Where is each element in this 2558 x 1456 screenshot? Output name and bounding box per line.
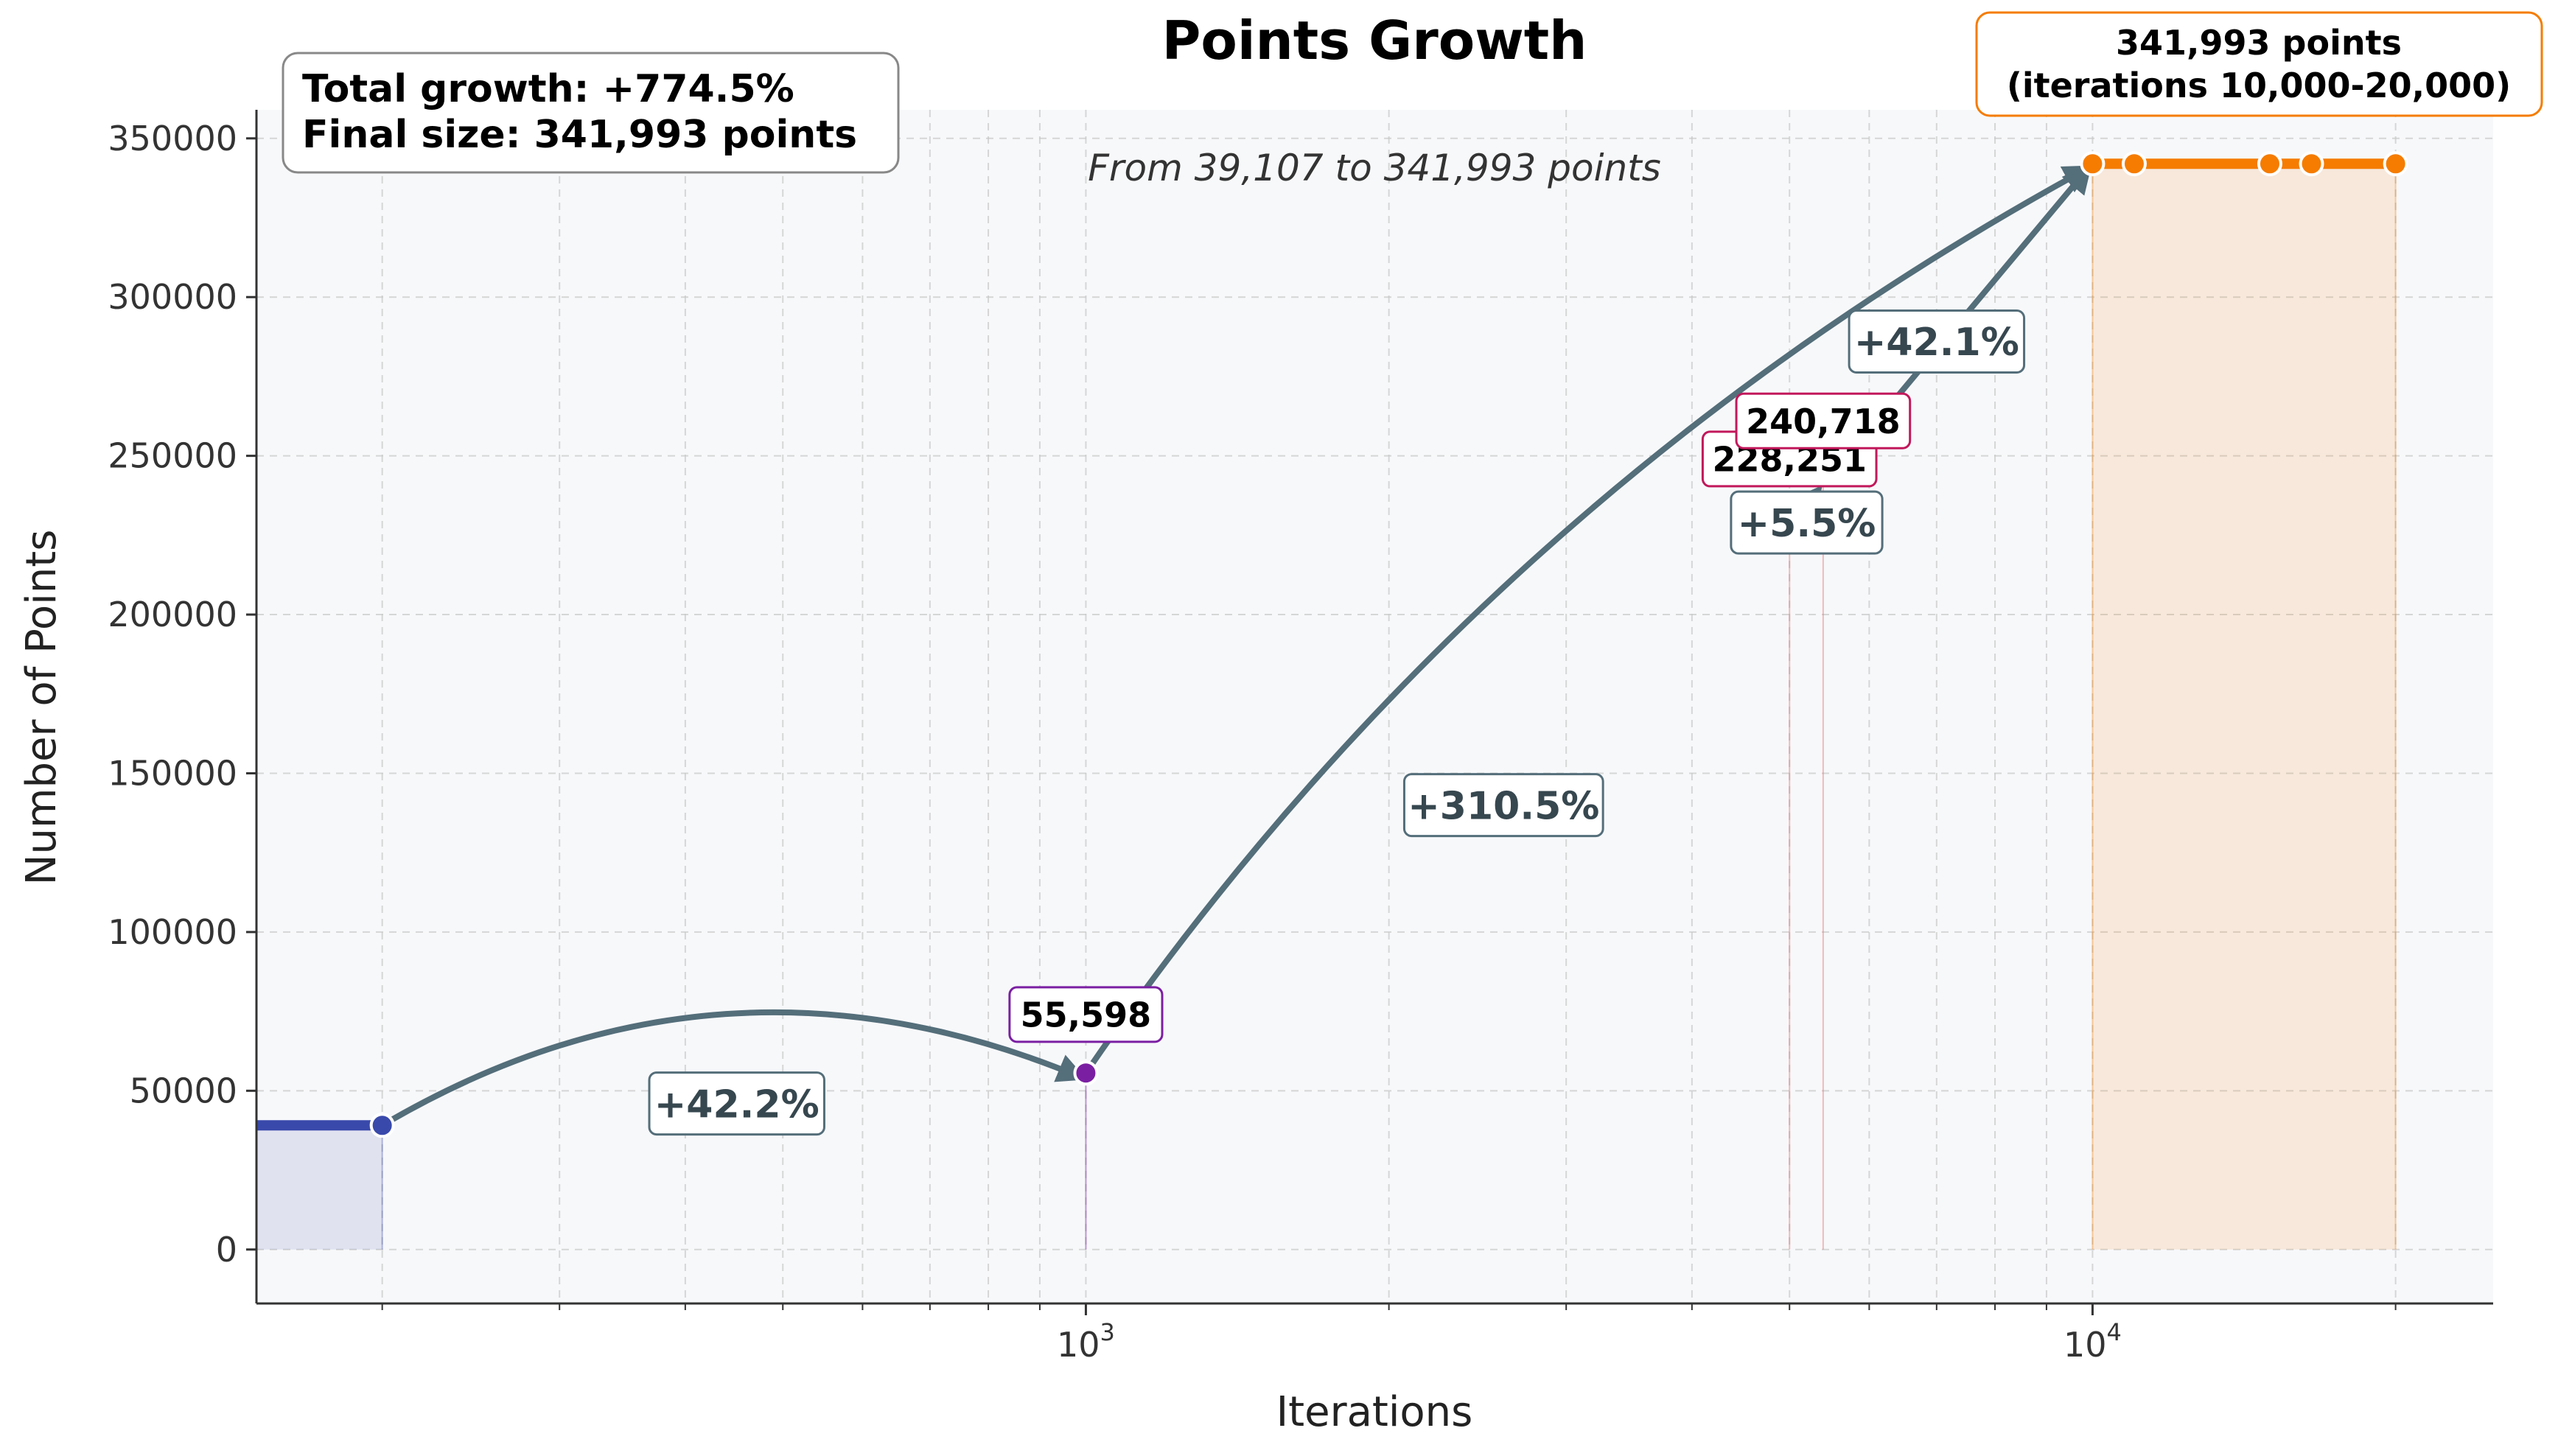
y-tick-label: 300000	[108, 277, 237, 317]
data-point	[2080, 151, 2106, 177]
y-tick-label: 50000	[130, 1071, 237, 1110]
data-point	[2121, 151, 2147, 177]
subtitle-annotation: From 39,107 to 341,993 points	[1088, 147, 1661, 189]
value-label-text: 55,598	[1021, 995, 1152, 1035]
value-label-box	[1735, 392, 1912, 449]
shaded-region	[256, 1125, 382, 1250]
y-tick-label: 150000	[108, 753, 237, 793]
growth-label-box	[1402, 773, 1604, 838]
growth-label-text: +42.2%	[654, 1082, 820, 1127]
data-point	[2299, 151, 2324, 177]
final-size-points: 341,993 points	[2116, 23, 2402, 63]
growth-label-box	[648, 1071, 825, 1136]
growth-label: +5.5%	[1730, 490, 1884, 555]
final-size-box: 341,993 points (iterations 10,000-20,000…	[1975, 11, 2543, 117]
data-point	[369, 1113, 395, 1138]
plot-area	[256, 110, 2493, 1303]
growth-label: +42.2%	[648, 1071, 825, 1136]
chart-title: Points Growth	[1162, 10, 1587, 71]
growth-label: +310.5%	[1402, 773, 1604, 838]
x-tick-label: 104	[2063, 1318, 2122, 1365]
y-tick-label: 350000	[108, 119, 237, 158]
value-label-text: 240,718	[1746, 402, 1901, 441]
growth-label-box	[1730, 490, 1884, 555]
summary-total-growth: Total growth: +774.5%	[302, 67, 794, 111]
y-tick-label: 250000	[108, 436, 237, 476]
shaded-regions	[256, 164, 2397, 1250]
axis-ticks: 0 50000 100000 150000 200000 250000 300000 3500…	[108, 119, 2397, 1365]
growth-label-text: +310.5%	[1408, 784, 1599, 828]
summary-final-size: Final size: 341,993 points	[302, 113, 857, 157]
summary-box: Total growth: +774.5% Final size: 341,99…	[282, 52, 900, 174]
vertical-markers	[1085, 485, 1824, 1250]
y-tick-label: 200000	[108, 595, 237, 634]
data-point	[1073, 1060, 1099, 1086]
value-label: 55,598	[1008, 986, 1164, 1043]
value-label-box	[1008, 986, 1164, 1043]
x-axis-label: Iterations	[1276, 1388, 1473, 1436]
growth-arrow	[1083, 165, 2094, 1075]
final-size-iterations: (iterations 10,000-20,000)	[2007, 66, 2511, 105]
y-tick-label: 100000	[108, 912, 237, 952]
y-tick-label: 0	[216, 1230, 237, 1270]
data-points	[369, 151, 2408, 1138]
growth-label: +42.1%	[1848, 309, 2026, 374]
value-label: 240,718	[1735, 392, 1912, 449]
growth-label-text: +42.1%	[1854, 321, 2019, 365]
growth-label-text: +5.5%	[1738, 502, 1876, 546]
y-axis-label: Number of Points	[18, 530, 66, 886]
shaded-region	[2092, 164, 2396, 1250]
x-tick-label: 103	[1057, 1318, 1115, 1365]
value-labels: 55,598228,251240,718+42.2%+310.5%+5.5%+4…	[648, 309, 2026, 1136]
growth-arrow	[380, 1009, 1087, 1128]
growth-label-box	[1848, 309, 2026, 374]
data-point	[2383, 151, 2408, 177]
data-point	[2257, 151, 2282, 177]
